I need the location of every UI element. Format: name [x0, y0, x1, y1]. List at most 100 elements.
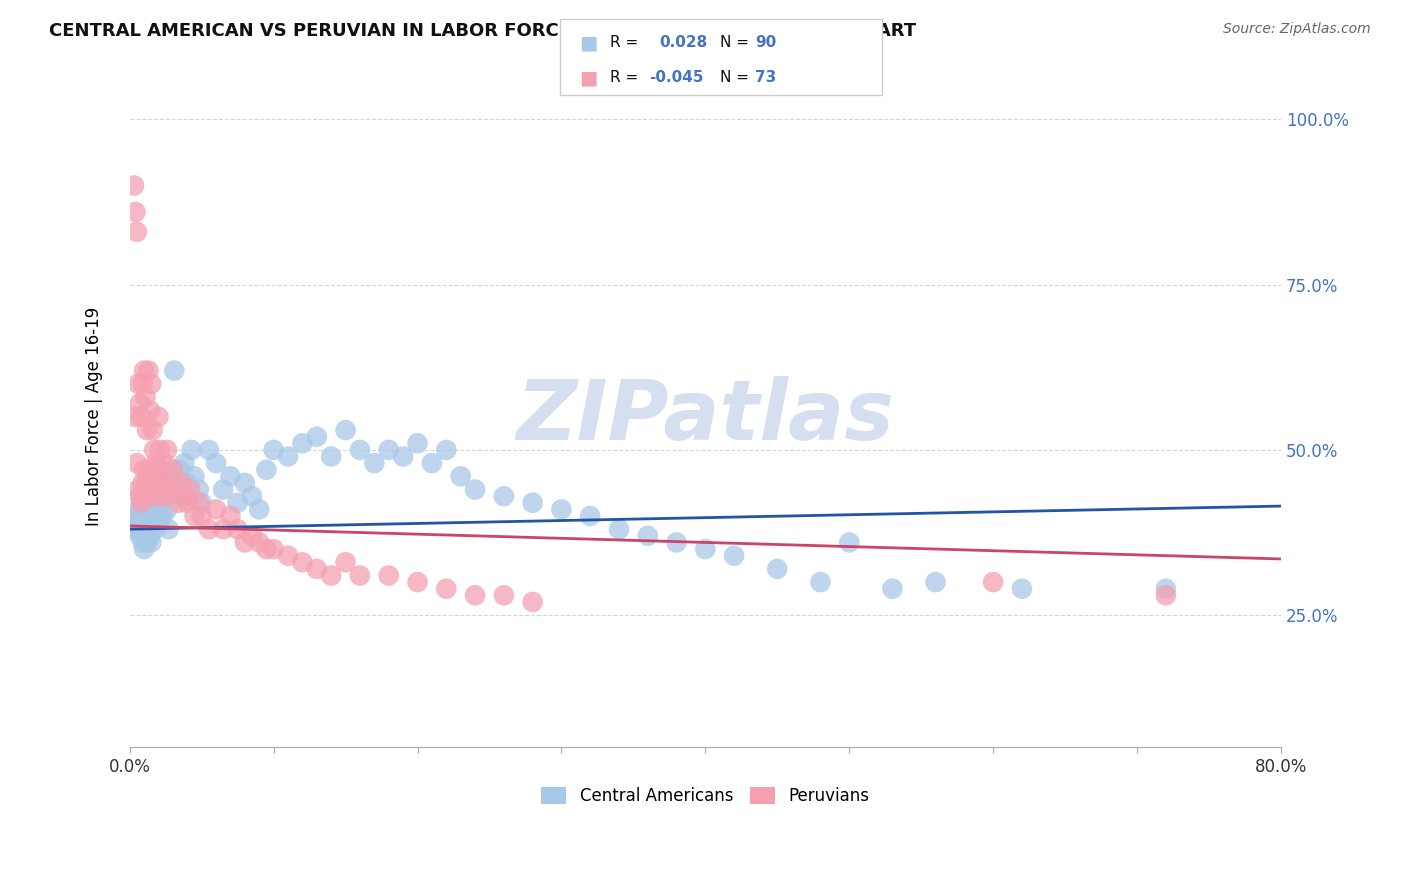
- Point: [143, 442, 166, 457]
- Point: [240, 529, 263, 543]
- Point: [665, 535, 688, 549]
- Point: [156, 502, 179, 516]
- Point: [981, 575, 1004, 590]
- Text: R =: R =: [610, 70, 644, 85]
- Point: [173, 456, 195, 470]
- Point: [377, 442, 399, 457]
- Point: [131, 475, 153, 490]
- Point: [157, 469, 180, 483]
- Point: [226, 522, 249, 536]
- Point: [198, 442, 221, 457]
- Point: [139, 403, 162, 417]
- Point: [145, 522, 167, 536]
- Point: [349, 568, 371, 582]
- Point: [134, 390, 156, 404]
- Point: [127, 502, 149, 516]
- Point: [127, 376, 149, 391]
- Point: [153, 475, 176, 490]
- Text: ■: ■: [579, 68, 598, 87]
- Text: R =: R =: [610, 36, 644, 50]
- Point: [149, 442, 172, 457]
- Point: [464, 483, 486, 497]
- Point: [233, 535, 256, 549]
- Point: [146, 502, 169, 516]
- Point: [254, 463, 277, 477]
- Point: [305, 562, 328, 576]
- Point: [170, 475, 193, 490]
- Point: [141, 475, 163, 490]
- Point: [136, 475, 159, 490]
- Point: [263, 442, 285, 457]
- Point: [128, 489, 150, 503]
- Point: [162, 483, 184, 497]
- Point: [148, 489, 170, 503]
- Point: [420, 456, 443, 470]
- Point: [167, 496, 190, 510]
- Point: [138, 363, 160, 377]
- Point: [141, 535, 163, 549]
- Point: [434, 442, 457, 457]
- Point: [219, 469, 242, 483]
- Point: [134, 489, 156, 503]
- Point: [122, 522, 145, 536]
- Legend: Central Americans, Peruvians: Central Americans, Peruvians: [534, 780, 876, 812]
- Point: [152, 508, 174, 523]
- Text: 73: 73: [755, 70, 776, 85]
- Point: [129, 496, 152, 510]
- Point: [141, 516, 163, 530]
- Point: [138, 469, 160, 483]
- Point: [335, 555, 357, 569]
- Point: [247, 535, 270, 549]
- Point: [392, 450, 415, 464]
- Point: [129, 496, 152, 510]
- Text: 90: 90: [755, 36, 776, 50]
- Point: [882, 582, 904, 596]
- Point: [205, 502, 228, 516]
- Point: [132, 508, 155, 523]
- Text: N =: N =: [720, 70, 749, 85]
- Point: [148, 516, 170, 530]
- Point: [136, 423, 159, 437]
- Point: [136, 535, 159, 549]
- Text: ZIPatlas: ZIPatlas: [516, 376, 894, 458]
- Point: [131, 516, 153, 530]
- Point: [291, 555, 314, 569]
- Point: [138, 522, 160, 536]
- Point: [321, 568, 343, 582]
- Point: [146, 475, 169, 490]
- Point: [183, 508, 205, 523]
- Point: [1154, 582, 1177, 596]
- Point: [212, 522, 235, 536]
- Point: [125, 508, 148, 523]
- Point: [522, 595, 544, 609]
- Point: [321, 450, 343, 464]
- Point: [363, 456, 385, 470]
- Point: [145, 456, 167, 470]
- Point: [766, 562, 789, 576]
- Point: [838, 535, 860, 549]
- Point: [124, 205, 146, 219]
- Point: [127, 483, 149, 497]
- Point: [1154, 588, 1177, 602]
- Point: [179, 489, 201, 503]
- Point: [406, 436, 429, 450]
- Point: [142, 489, 165, 503]
- Point: [156, 442, 179, 457]
- Point: [129, 409, 152, 424]
- Point: [139, 529, 162, 543]
- Point: [163, 363, 186, 377]
- Text: CENTRAL AMERICAN VS PERUVIAN IN LABOR FORCE | AGE 16-19 CORRELATION CHART: CENTRAL AMERICAN VS PERUVIAN IN LABOR FO…: [49, 22, 917, 40]
- Point: [1011, 582, 1033, 596]
- Point: [124, 409, 146, 424]
- Point: [180, 442, 202, 457]
- Text: ■: ■: [579, 33, 598, 53]
- Point: [263, 542, 285, 557]
- Point: [579, 508, 602, 523]
- Point: [924, 575, 946, 590]
- Y-axis label: In Labor Force | Age 16-19: In Labor Force | Age 16-19: [86, 307, 103, 526]
- Point: [406, 575, 429, 590]
- Point: [131, 376, 153, 391]
- Point: [198, 522, 221, 536]
- Point: [128, 397, 150, 411]
- Point: [179, 483, 201, 497]
